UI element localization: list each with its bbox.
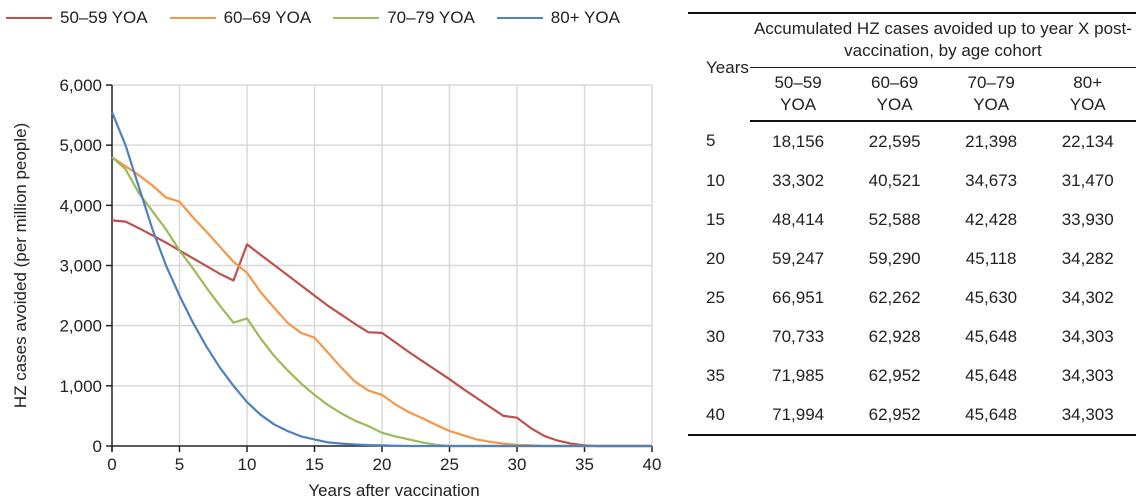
value-cell: 34,303 [1061,326,1114,346]
y-tick-label: 6,000 [59,76,102,95]
legend-swatch [333,17,380,19]
y-axis-title: HZ cases avoided (per million people) [11,123,30,408]
value-cell: 45,630 [965,287,1018,307]
x-tick-label: 35 [575,455,594,474]
legend-item-50-59: 50–59 YOA [6,8,148,28]
value-cell: 22,595 [868,131,921,151]
table-row: 20 59,247 59,290 45,118 34,282 [688,239,1136,278]
value-cell: 70,733 [772,326,825,346]
table-row: 10 33,302 40,521 34,673 31,470 [688,161,1136,200]
x-axis-title: Years after vaccination [308,481,479,500]
value-cell: 62,262 [868,287,921,307]
value-cell: 66,951 [772,287,825,307]
table-row: 30 70,733 62,928 45,648 34,303 [688,317,1136,356]
legend-label: 50–59 YOA [60,8,148,27]
value-cell: 40,521 [868,170,921,190]
value-cell: 48,414 [772,209,825,229]
row-year-cell: 10 [706,170,725,190]
y-tick-label: 5,000 [59,136,102,155]
legend-swatch [169,17,216,19]
row-year-cell: 15 [706,209,725,229]
value-cell: 71,985 [772,365,825,385]
value-cell: 31,470 [1061,170,1114,190]
value-cell: 62,952 [846,395,943,436]
value-cell: 33,930 [1061,209,1114,229]
value-cell: 42,428 [965,209,1018,229]
row-year-cell: 40 [688,395,750,436]
y-tick-label: 4,000 [59,196,102,215]
y-tick-label: 0 [93,437,102,456]
value-cell: 18,156 [772,131,825,151]
summary-table-container: Years Accumulated HZ cases avoided up to… [688,12,1136,436]
column-header: 80+ YOA [1039,67,1136,122]
y-tick-label: 2,000 [59,317,102,336]
series-line-1 [111,219,652,448]
value-cell: 59,290 [868,248,921,268]
x-tick-label: 20 [373,455,392,474]
table-row: 35 71,985 62,952 45,648 34,303 [688,356,1136,395]
value-cell: 21,398 [965,131,1018,151]
value-cell: 62,928 [868,326,921,346]
value-cell: 52,588 [868,209,921,229]
column-header: 60–69 YOA [846,67,943,122]
summary-table: Years Accumulated HZ cases avoided up to… [688,12,1136,436]
value-cell: 62,952 [868,365,921,385]
x-tick-label: 15 [305,455,324,474]
group-header: Accumulated HZ cases avoided up to year … [749,12,1136,68]
value-cell: 33,302 [772,170,825,190]
column-header: 70–79 YOA [942,67,1040,122]
x-tick-label: 0 [107,455,116,474]
value-cell: 71,994 [749,395,847,436]
row-year-cell: 25 [706,287,725,307]
row-year-cell: 5 [706,131,716,150]
x-tick-label: 10 [238,455,257,474]
legend-swatch [6,17,52,19]
table-row: 40 71,994 62,952 45,648 34,303 [688,395,1136,436]
value-cell: 45,118 [965,248,1017,268]
legend-item-60-69: 60–69 YOA [169,8,312,28]
value-cell: 45,648 [965,326,1018,346]
value-cell: 59,247 [772,248,825,268]
x-tick-label: 40 [643,455,662,474]
legend-swatch [496,17,543,19]
series-line-4 [110,111,652,448]
table-body: 5 18,156 22,595 21,398 22,134 10 33,302 40,521 3… [688,121,1136,436]
legend-item-80-plus: 80+ YOA [496,8,620,28]
table-row: 15 48,414 52,588 42,428 33,930 [688,200,1136,239]
value-cell: 34,302 [1061,287,1114,307]
legend-label: 60–69 YOA [223,8,312,27]
x-tick-label: 30 [508,455,527,474]
legend-item-70-79: 70–79 YOA [333,8,475,28]
table-row: 5 18,156 22,595 21,398 22,134 [688,121,1136,161]
x-tick-label: 25 [440,455,459,474]
years-column-header: Years [688,12,750,121]
value-cell: 45,648 [942,395,1040,436]
value-cell: 45,648 [965,365,1018,385]
row-year-cell: 20 [706,248,725,268]
row-year-cell: 35 [706,365,725,385]
value-cell: 34,282 [1061,248,1114,268]
row-year-cell: 30 [706,326,725,346]
line-chart: 0 5 10 15 20 25 30 35 40 0 1,000 2,000 3,000 4,000 5,0… [11,76,662,500]
x-tick-label: 5 [175,455,184,474]
value-cell: 34,673 [965,170,1018,190]
table-row: 25 66,951 62,262 45,630 34,302 [688,278,1136,317]
chart-legend: 50–59 YOA 60–69 YOA 70–79 YOA 80+ YOA [6,8,642,28]
column-header: 50–59 YOA [749,67,847,122]
value-cell: 22,134 [1061,131,1114,151]
legend-label: 80+ YOA [550,8,620,27]
y-tick-label: 1,000 [59,377,102,396]
legend-label: 70–79 YOA [387,8,475,27]
value-cell: 34,303 [1039,395,1136,436]
y-tick-label: 3,000 [59,257,102,276]
value-cell: 34,303 [1061,365,1114,385]
